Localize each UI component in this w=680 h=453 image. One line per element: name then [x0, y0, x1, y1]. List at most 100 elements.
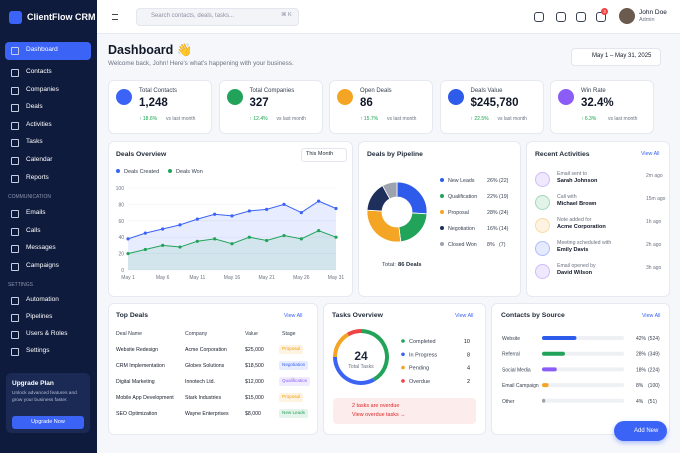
stat-note: vs last month	[497, 116, 527, 122]
data-point	[282, 202, 286, 206]
data-point	[317, 229, 321, 233]
y-tick-label: 40	[118, 235, 124, 241]
nav-item[interactable]: Companies	[26, 85, 59, 93]
stat-change: ↑ 6.3%	[581, 116, 597, 122]
data-point	[230, 214, 234, 218]
count-label: (51)	[648, 399, 657, 405]
stat-label: Deals Value	[470, 88, 503, 94]
alert-link[interactable]: View overdue tasks →	[352, 412, 406, 418]
section-label: COMMUNICATION	[8, 194, 51, 200]
category-label: Other	[502, 399, 515, 405]
activity-icon	[535, 195, 550, 210]
notification-badge: 3	[601, 8, 608, 15]
nav-item[interactable]: Settings	[26, 347, 50, 354]
alert-box	[333, 398, 476, 424]
nav-icon	[11, 157, 19, 165]
nav-item[interactable]: Tasks	[26, 138, 43, 146]
nav-item[interactable]: Activities	[26, 120, 52, 128]
legend-label: Deals Won	[176, 169, 203, 175]
nav-icon	[11, 331, 19, 339]
x-tick-label: May 31	[328, 275, 345, 281]
legend-swatch	[440, 210, 444, 214]
nav-item[interactable]: Messages	[26, 244, 56, 251]
activity-subject: Acme Corporation	[557, 224, 606, 230]
card-title: Deals Overview	[116, 151, 167, 158]
legend-swatch	[440, 242, 444, 246]
x-tick-label: May 1	[121, 275, 135, 281]
nav-icon	[11, 121, 19, 130]
activity-time: 2m ago	[646, 173, 663, 179]
activity-time: 1h ago	[646, 219, 662, 225]
nav-item[interactable]: Calls	[26, 226, 41, 234]
nav-item[interactable]: Contacts	[26, 68, 52, 75]
topbar-icon[interactable]	[534, 12, 544, 22]
data-point	[317, 199, 321, 203]
table-cell: $15,000	[245, 395, 264, 401]
add-button[interactable]	[614, 421, 667, 441]
view-all[interactable]: View All	[642, 313, 661, 319]
upgrade-title: Upgrade Plan	[12, 380, 54, 387]
search-box[interactable]	[136, 8, 299, 26]
value-label: 8%	[636, 383, 644, 389]
nav-item[interactable]: Calendar	[26, 156, 53, 163]
table-cell: $8,000	[245, 411, 261, 417]
table-cell: CRM Implementation	[116, 363, 165, 369]
value-label: 8%	[487, 242, 495, 248]
nav-item[interactable]: Reports	[26, 173, 49, 181]
ring-segment	[333, 357, 375, 385]
data-point	[126, 252, 130, 256]
stage-badge: New Leads	[279, 409, 308, 418]
pie-slice	[382, 181, 398, 200]
stat-label: Total Contacts	[139, 88, 178, 94]
nav-item[interactable]: Users & Roles	[26, 330, 68, 337]
upgrade-button[interactable]: Upgrade Now	[12, 416, 84, 429]
activity-icon	[535, 172, 550, 187]
period-select[interactable]	[301, 148, 347, 162]
page-title: Dashboard 👋	[108, 43, 193, 57]
view-all[interactable]: View All	[641, 151, 660, 157]
stage-badge: Qualification	[279, 377, 311, 386]
count-label: (224)	[648, 367, 660, 373]
legend-swatch	[440, 194, 444, 198]
activity-subject: Sarah Johnson	[557, 178, 598, 184]
topbar-icon[interactable]	[576, 12, 586, 22]
bar	[542, 383, 549, 388]
add-button-text[interactable]: Add New	[634, 428, 659, 434]
nav-item[interactable]: Pipelines	[26, 313, 53, 320]
upgrade-text: Unlock advanced features and grow your b…	[12, 391, 77, 403]
bar-track	[542, 383, 624, 388]
topbar-icon[interactable]	[556, 12, 566, 22]
value-label: 28%	[636, 352, 647, 358]
table-cell: Stark Industries	[185, 395, 222, 401]
x-tick-label: May 26	[293, 275, 310, 281]
stage-badge: Proposal	[279, 345, 304, 354]
stat-icon	[116, 89, 132, 105]
legend-label: Closed Won	[448, 242, 477, 248]
data-point	[230, 242, 234, 246]
activity-action: Call with	[557, 194, 577, 200]
nav-item[interactable]: Automation	[26, 296, 59, 303]
table-header: Deal Name	[116, 331, 142, 337]
table-cell: Acme Corporation	[185, 347, 227, 353]
view-all[interactable]: View All	[455, 313, 474, 319]
category-label: Referral	[502, 352, 520, 358]
nav-item[interactable]: Emails	[26, 209, 46, 216]
avatar[interactable]	[619, 8, 635, 24]
view-all[interactable]: View All	[284, 313, 303, 319]
nav-item[interactable]: Dashboard	[26, 46, 58, 53]
date-range[interactable]	[571, 48, 661, 66]
period-text: This Month	[306, 151, 334, 157]
y-tick-label: 100	[116, 186, 125, 192]
activity-action: Email sent to	[557, 171, 587, 177]
ring-segment	[361, 329, 389, 382]
legend-label: Proposal	[448, 210, 469, 216]
nav-item[interactable]: Deals	[26, 103, 43, 111]
x-tick-label: May 11	[189, 275, 205, 281]
data-point	[265, 207, 269, 211]
brand: ClientFlow CRM	[27, 12, 96, 22]
nav-item[interactable]: Campaigns	[26, 261, 59, 269]
value-label: 16%	[487, 226, 498, 232]
table-cell: Innotech Ltd.	[185, 379, 215, 385]
